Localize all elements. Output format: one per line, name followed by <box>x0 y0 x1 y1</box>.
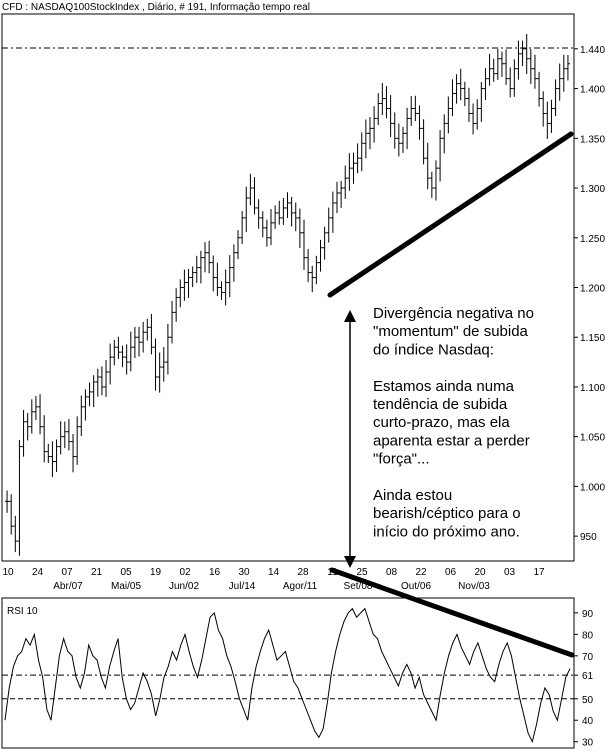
y-tick-label: 1.250 <box>580 234 605 245</box>
x-tick-day: 06 <box>445 567 457 578</box>
annotation-line: curto-prazo, mas ela <box>373 414 510 431</box>
x-tick-day: 02 <box>179 567 191 578</box>
x-tick-day: 07 <box>61 567 73 578</box>
x-tick-day: 14 <box>268 567 280 578</box>
x-tick-month: Agor/11 <box>283 581 318 592</box>
chart-header: CFD : NASDAQ100StockIndex , Diário, # 19… <box>2 2 310 13</box>
rsi-title: RSI 10 <box>7 606 38 617</box>
annotation-line <box>373 469 377 486</box>
annotation-line <box>373 360 377 377</box>
annotation-line: Ainda estou <box>373 487 452 504</box>
annotation-line: "força"... <box>373 451 430 468</box>
annotation-line: do índice Nasdaq: <box>373 341 494 358</box>
price-bars <box>5 34 570 556</box>
x-tick-day: 24 <box>32 567 44 578</box>
x-tick-month: Jul/14 <box>229 581 256 592</box>
y-tick-label: 1.300 <box>580 184 605 195</box>
momentum-trendline <box>329 567 575 658</box>
x-tick-day: 19 <box>150 567 162 578</box>
y-tick-label: 1.150 <box>580 333 605 344</box>
y-tick-label: 1.200 <box>580 284 605 295</box>
rsi-tick-label: 70 <box>582 652 594 663</box>
annotation-line: Estamos ainda numa <box>373 378 515 395</box>
x-tick-day: 10 <box>2 567 14 578</box>
y-tick-label: 1.440 <box>580 45 605 56</box>
x-tick-day: 03 <box>504 567 516 578</box>
x-tick-day: 05 <box>120 567 132 578</box>
x-axis-months: Abr/07 Mai/05 Jun/02 Jul/14 Agor/11 Set/08 Out… <box>53 581 490 592</box>
x-tick-month: Abr/07 <box>53 581 83 592</box>
y-tick-label: 950 <box>580 532 597 543</box>
annotation-line: bearish/céptico para o <box>373 505 521 522</box>
annotation-line: aparenta estar a perder <box>373 432 530 449</box>
x-tick-day: 08 <box>386 567 398 578</box>
x-tick-month: Out/06 <box>401 581 431 592</box>
annotation-line: tendência de subida <box>373 396 508 413</box>
annotation-line: "momentum" de subida <box>373 323 529 340</box>
annotation-line: Divergência negativa no <box>373 305 534 322</box>
rsi-tick-label: 90 <box>582 609 594 620</box>
rsi-tick-label: 80 <box>582 630 594 641</box>
x-tick-day: 16 <box>209 567 221 578</box>
rsi-y-axis: 90 80 70 61 50 40 30 <box>574 609 594 749</box>
x-tick-day: 20 <box>474 567 486 578</box>
rsi-tick-label: 40 <box>582 716 594 727</box>
annotation-line: início do próximo ano. <box>373 523 520 540</box>
x-tick-month: Mai/05 <box>111 581 141 592</box>
rsi-tick-label: 61 <box>582 671 594 682</box>
annotation-text: Divergência negativa no "momentum" de sub… <box>373 305 534 540</box>
x-tick-day: 21 <box>91 567 103 578</box>
x-tick-day: 22 <box>415 567 427 578</box>
y-tick-label: 1.050 <box>580 433 605 444</box>
support-trendline <box>327 131 574 298</box>
x-tick-day: 17 <box>533 567 545 578</box>
price-panel <box>1 13 575 562</box>
x-tick-month: Nov/03 <box>458 581 490 592</box>
y-tick-label: 1.000 <box>580 482 605 493</box>
rsi-tick-label: 30 <box>582 738 594 749</box>
divergence-arrow <box>344 310 356 568</box>
rsi-line <box>4 607 571 744</box>
rsi-reference-lines <box>2 674 574 700</box>
rsi-panel <box>1 597 575 749</box>
x-tick-day: 25 <box>356 567 368 578</box>
x-axis-days: 10240721051902163014281125082206200317 <box>2 567 545 578</box>
x-tick-day: 28 <box>297 567 309 578</box>
y-tick-label: 1.400 <box>580 85 605 96</box>
rsi-tick-label: 50 <box>582 695 594 706</box>
x-tick-day: 30 <box>238 567 250 578</box>
price-y-axis: 1.440 1.400 1.350 1.300 1.250 1.200 1.150 1.100… <box>574 45 605 543</box>
x-tick-month: Set/08 <box>344 581 373 592</box>
x-tick-month: Jun/02 <box>169 581 199 592</box>
y-tick-label: 1.350 <box>580 134 605 145</box>
y-tick-label: 1.100 <box>580 383 605 394</box>
